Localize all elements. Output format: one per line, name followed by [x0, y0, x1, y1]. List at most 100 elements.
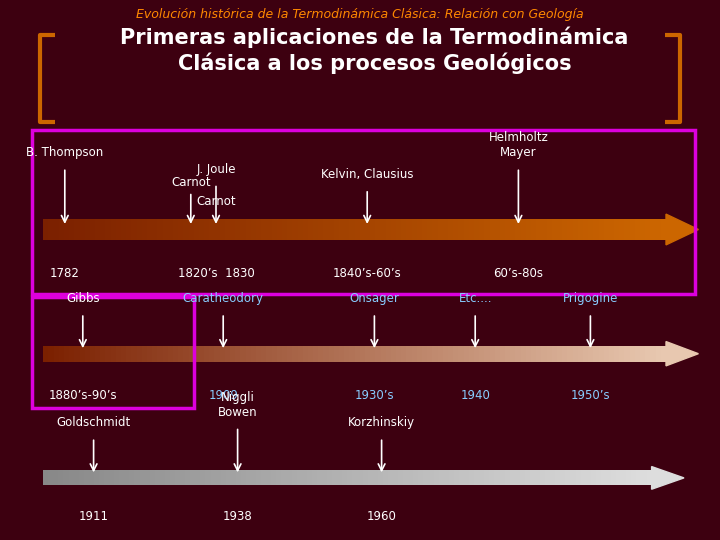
- Bar: [495, 346, 500, 362]
- Bar: [126, 219, 132, 240]
- Bar: [282, 470, 287, 485]
- Bar: [490, 470, 495, 485]
- Bar: [557, 346, 563, 362]
- Bar: [195, 470, 201, 485]
- Bar: [142, 346, 148, 362]
- Bar: [292, 346, 298, 362]
- Bar: [453, 346, 459, 362]
- Bar: [160, 470, 166, 485]
- Bar: [69, 219, 75, 240]
- Bar: [95, 346, 101, 362]
- Bar: [240, 219, 246, 240]
- Bar: [210, 470, 216, 485]
- Bar: [647, 470, 652, 485]
- Text: 1840’s-60’s: 1840’s-60’s: [333, 267, 402, 280]
- Bar: [168, 346, 174, 362]
- Bar: [355, 219, 361, 240]
- Bar: [64, 346, 70, 362]
- Bar: [150, 470, 156, 485]
- Bar: [535, 470, 541, 485]
- Bar: [355, 346, 361, 362]
- Bar: [204, 219, 210, 240]
- Bar: [266, 470, 272, 485]
- Bar: [297, 346, 303, 362]
- Bar: [500, 346, 506, 362]
- Bar: [555, 470, 561, 485]
- Bar: [510, 219, 516, 240]
- Bar: [94, 470, 99, 485]
- Bar: [353, 470, 359, 485]
- Bar: [271, 346, 277, 362]
- Bar: [276, 219, 283, 240]
- Bar: [412, 346, 418, 362]
- Bar: [619, 346, 625, 362]
- Bar: [401, 219, 408, 240]
- Polygon shape: [666, 214, 698, 245]
- Bar: [116, 346, 122, 362]
- Bar: [337, 470, 343, 485]
- Bar: [552, 346, 558, 362]
- Bar: [173, 219, 179, 240]
- Bar: [32, 130, 695, 294]
- Bar: [73, 470, 79, 485]
- Bar: [189, 346, 194, 362]
- Bar: [184, 219, 189, 240]
- Bar: [614, 346, 620, 362]
- Bar: [302, 346, 309, 362]
- Polygon shape: [666, 342, 698, 366]
- Bar: [469, 219, 474, 240]
- Bar: [111, 346, 117, 362]
- Bar: [360, 346, 366, 362]
- Bar: [266, 346, 272, 362]
- Bar: [194, 219, 199, 240]
- Bar: [53, 346, 60, 362]
- Bar: [137, 219, 143, 240]
- Bar: [585, 470, 592, 485]
- Bar: [261, 470, 267, 485]
- Bar: [443, 219, 449, 240]
- Bar: [236, 470, 242, 485]
- Bar: [546, 219, 552, 240]
- Bar: [609, 346, 615, 362]
- Bar: [43, 346, 49, 362]
- Bar: [78, 470, 84, 485]
- Bar: [408, 470, 414, 485]
- Bar: [526, 346, 532, 362]
- Bar: [297, 219, 303, 240]
- Bar: [540, 470, 546, 485]
- Bar: [225, 219, 230, 240]
- Bar: [378, 470, 384, 485]
- Bar: [474, 219, 480, 240]
- Bar: [413, 470, 419, 485]
- Bar: [63, 470, 69, 485]
- Bar: [235, 346, 241, 362]
- Bar: [630, 219, 636, 240]
- Bar: [449, 470, 454, 485]
- Text: 1911: 1911: [78, 510, 109, 523]
- Bar: [140, 470, 145, 485]
- Bar: [318, 346, 324, 362]
- Bar: [246, 470, 252, 485]
- Bar: [256, 219, 262, 240]
- Bar: [282, 219, 288, 240]
- Bar: [624, 219, 631, 240]
- Bar: [640, 219, 646, 240]
- Bar: [328, 346, 335, 362]
- Bar: [246, 346, 251, 362]
- Bar: [339, 219, 345, 240]
- Bar: [423, 470, 429, 485]
- Bar: [562, 219, 568, 240]
- Bar: [464, 346, 469, 362]
- Bar: [79, 219, 86, 240]
- Bar: [433, 470, 439, 485]
- Bar: [322, 470, 328, 485]
- Text: 1960: 1960: [366, 510, 397, 523]
- Bar: [347, 470, 354, 485]
- Bar: [490, 219, 495, 240]
- Bar: [225, 346, 230, 362]
- Bar: [360, 219, 366, 240]
- Bar: [438, 346, 444, 362]
- Text: 1880’s-90’s: 1880’s-90’s: [48, 389, 117, 402]
- Bar: [48, 470, 54, 485]
- Bar: [137, 346, 143, 362]
